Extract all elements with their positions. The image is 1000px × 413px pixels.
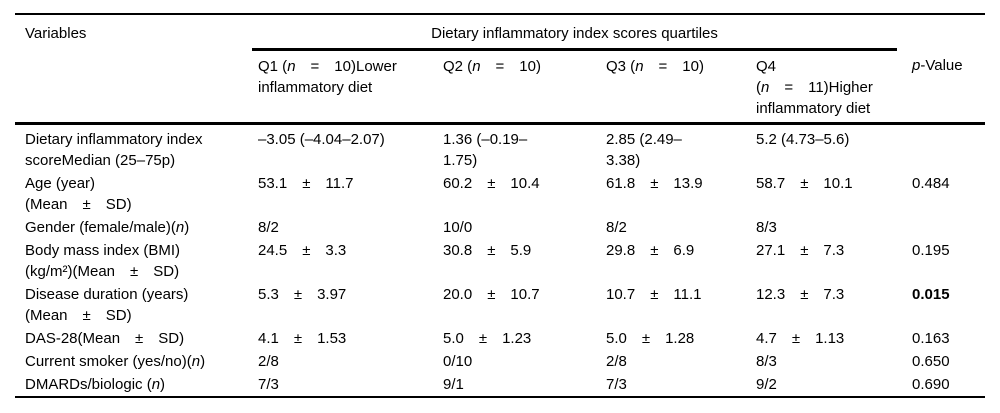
italic-n: n [635, 58, 644, 75]
q4-value-cell: 58.7 ± 10.1 [756, 175, 853, 192]
characteristics-table: Variables Dietary inflammatory index sco… [15, 13, 986, 398]
p-value-column-header: p-Value [897, 49, 986, 125]
q2-value-cell: 5.0 ± 1.23 [443, 330, 532, 347]
q1-value-cell: 24.5 ± 3.3 [258, 242, 347, 259]
label-text: ) [160, 376, 166, 393]
italic-p: p [912, 56, 921, 74]
label-text: Dietary inflammatory index scoreMedian (… [25, 131, 203, 169]
variable-label-cell: Age (year) (Mean ± SD) [15, 172, 252, 216]
table-row-dii-score: Dietary inflammatory index scoreMedian (… [15, 124, 985, 173]
table-row-gender: Gender (female/male)(n) 8/2 10/0 8/2 8/3 [15, 216, 985, 239]
header-text: = 10)Lower inflammatory diet [258, 58, 397, 96]
q1-value-cell: 2/8 [258, 353, 279, 370]
variable-label-cell: Current smoker (yes/no)(n) [15, 350, 252, 373]
q2-value-cell: 1.36 (–0.19– 1.75) [443, 131, 528, 169]
header-row-columns: Q1 (n = 10)Lower inflammatory diet Q2 (n… [15, 49, 986, 125]
q1-value-cell: 8/2 [258, 219, 279, 236]
table-row-age: Age (year) (Mean ± SD) 53.1 ± 11.7 60.2 … [15, 172, 985, 216]
italic-n: n [191, 353, 201, 370]
table-row-disease-duration: Disease duration (years) (Mean ± SD) 5.3… [15, 283, 985, 327]
p-value-cell [897, 124, 985, 173]
q4-value-cell: 12.3 ± 7.3 [756, 286, 845, 303]
variable-label-cell: Gender (female/male)(n) [15, 216, 252, 239]
quartiles-span-header: Dietary inflammatory index scores quarti… [252, 14, 898, 51]
q3-value-cell: 2.85 (2.49– 3.38) [606, 131, 682, 169]
q3-value-cell: 8/2 [606, 219, 627, 236]
label-text: DAS-28(Mean ± SD) [25, 330, 185, 347]
q4-value-cell: 9/2 [756, 376, 777, 393]
table-row-dmards: DMARDs/biologic (n) 7/3 9/1 7/3 9/2 0.69… [15, 373, 985, 397]
variable-label-cell: DAS-28(Mean ± SD) [15, 327, 252, 350]
italic-n: n [287, 58, 296, 75]
header-text: = 10) [643, 58, 704, 75]
q3-value-cell: 2/8 [606, 353, 627, 370]
variables-column-header: Variables [15, 14, 252, 125]
q2-value-cell: 30.8 ± 5.9 [443, 242, 532, 259]
q4-value-cell: 4.7 ± 1.13 [756, 330, 845, 347]
q1-value-cell: 4.1 ± 1.53 [258, 330, 347, 347]
header-text: = 11)Higher inflammatory diet [756, 79, 873, 117]
label-text: Disease duration (years) (Mean ± SD) [25, 286, 189, 324]
header-spacer [897, 14, 985, 50]
q1-column-header: Q1 (n = 10)Lower inflammatory diet [252, 49, 437, 125]
label-text: Age (year) (Mean ± SD) [25, 175, 132, 213]
table-header: Variables Dietary inflammatory index sco… [15, 14, 986, 125]
label-text: Body mass index (BMI) (kg/m²)(Mean ± SD) [25, 242, 181, 280]
italic-n: n [761, 79, 770, 96]
q3-value-cell: 5.0 ± 1.28 [606, 330, 695, 347]
table-row-smoker: Current smoker (yes/no)(n) 2/8 0/10 2/8 … [15, 350, 985, 373]
header-text: Q3 ( [606, 58, 636, 75]
header-row-top: Variables Dietary inflammatory index sco… [15, 14, 985, 125]
q2-value-cell: 0/10 [443, 353, 473, 370]
p-value-cell [897, 216, 985, 239]
q2-column-header: Q2 (n = 10) [437, 49, 600, 125]
p-value-cell: 0.015 [912, 286, 950, 303]
q4-column-header: Q4 (n = 11)Higher inflammatory diet [750, 49, 898, 125]
q1-value-cell: –3.05 (–4.04–2.07) [258, 131, 385, 148]
table-body: Dietary inflammatory index scoreMedian (… [15, 124, 985, 398]
label-text: Current smoker (yes/no)( [25, 353, 192, 370]
header-text: Q1 ( [258, 58, 288, 75]
q4-value-cell: 8/3 [756, 219, 777, 236]
header-text: Q4 ( [756, 58, 777, 96]
q1-value-cell: 7/3 [258, 376, 279, 393]
variable-label-cell: Body mass index (BMI) (kg/m²)(Mean ± SD) [15, 239, 252, 283]
header-text: = 10) [480, 58, 541, 75]
q2-value-cell: 60.2 ± 10.4 [443, 175, 540, 192]
p-value-cell: 0.195 [912, 242, 950, 259]
variable-label-cell: Dietary inflammatory index scoreMedian (… [15, 124, 252, 173]
label-text: ) [184, 219, 190, 236]
q2-value-cell: 20.0 ± 10.7 [443, 286, 540, 303]
table-row-das28: DAS-28(Mean ± SD) 4.1 ± 1.53 5.0 ± 1.23 … [15, 327, 985, 350]
q3-value-cell: 10.7 ± 11.1 [606, 286, 702, 303]
table-row-bmi: Body mass index (BMI) (kg/m²)(Mean ± SD)… [15, 239, 985, 283]
q1-value-cell: 5.3 ± 3.97 [258, 286, 347, 303]
q2-value-cell: 9/1 [443, 376, 464, 393]
italic-n: n [472, 58, 481, 75]
p-value-cell: 0.163 [912, 330, 950, 347]
q3-column-header: Q3 (n = 10) [600, 49, 750, 125]
variable-label-cell: DMARDs/biologic (n) [15, 373, 252, 397]
header-text: -Value [920, 56, 963, 74]
italic-n: n [151, 376, 161, 393]
label-text: DMARDs/biologic ( [25, 376, 152, 393]
q4-value-cell: 8/3 [756, 353, 777, 370]
q2-value-cell: 10/0 [443, 219, 473, 236]
p-value-cell: 0.484 [912, 175, 950, 192]
p-value-cell: 0.690 [912, 376, 950, 393]
q4-value-cell: 5.2 (4.73–5.6) [756, 131, 850, 148]
p-value-cell: 0.650 [912, 353, 950, 370]
variable-label-cell: Disease duration (years) (Mean ± SD) [15, 283, 252, 327]
label-text: ) [200, 353, 206, 370]
q3-value-cell: 7/3 [606, 376, 627, 393]
q4-value-cell: 27.1 ± 7.3 [756, 242, 845, 259]
q3-value-cell: 29.8 ± 6.9 [606, 242, 695, 259]
q3-value-cell: 61.8 ± 13.9 [606, 175, 703, 192]
italic-n: n [175, 219, 185, 236]
q1-value-cell: 53.1 ± 11.7 [258, 175, 354, 192]
header-text: Q2 ( [443, 58, 473, 75]
label-text: Gender (female/male)( [25, 219, 176, 236]
